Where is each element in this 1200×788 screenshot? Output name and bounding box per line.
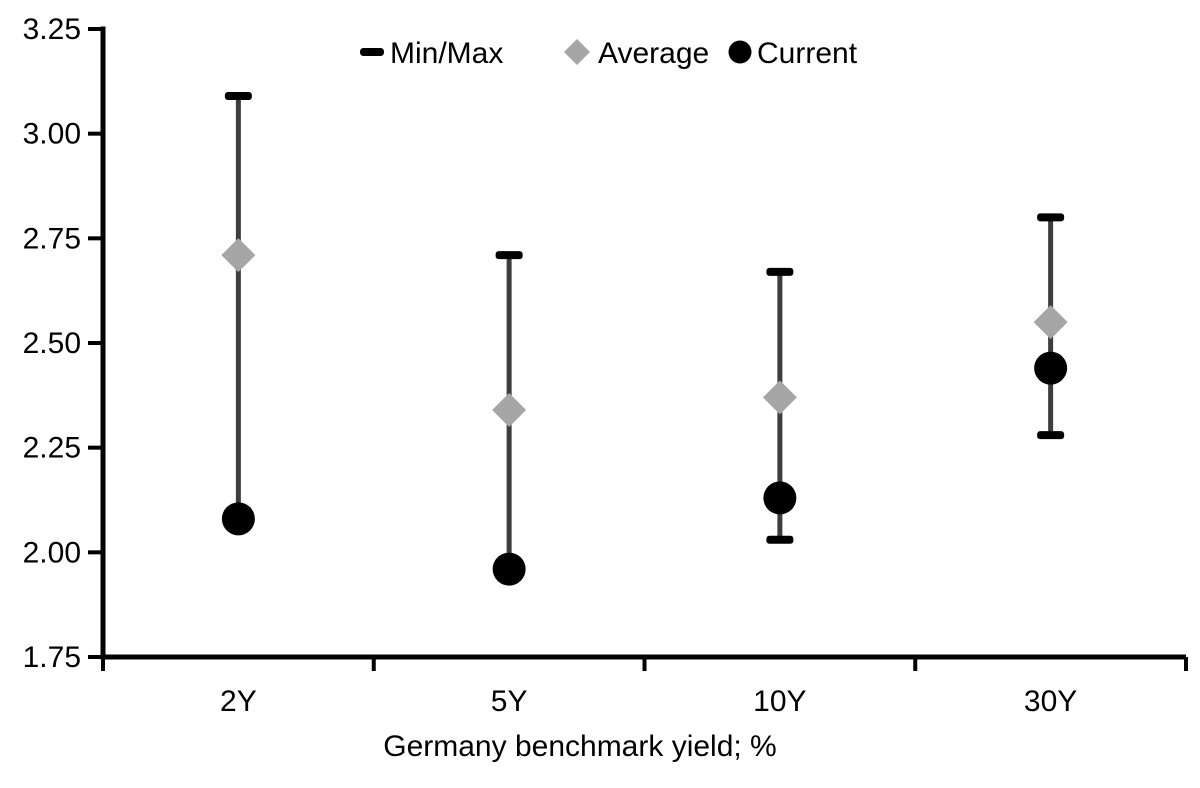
x-tick-label: 30Y [1024,685,1077,718]
min-cap [1037,431,1065,440]
legend-label: Current [757,37,858,70]
y-tick-label: 2.25 [23,432,81,465]
legend-dash-icon [360,48,384,56]
legend-circle-icon [728,40,752,64]
y-tick-label: 1.75 [23,641,81,674]
max-cap [1037,213,1065,222]
legend-label: Average [598,37,709,70]
current-circle-marker [492,552,526,586]
x-axis-title: Germany benchmark yield; % [383,730,777,763]
min-cap [766,535,794,544]
y-tick-label: 3.25 [23,13,81,46]
max-cap [766,267,794,276]
x-tick-label: 2Y [220,685,257,718]
y-tick-label: 2.75 [23,222,81,255]
current-circle-marker [763,481,797,515]
average-diamond-marker [1033,305,1068,340]
average-diamond-marker [762,380,797,415]
current-circle-marker [1034,351,1068,385]
y-tick-label: 2.50 [23,327,81,360]
y-tick-label: 3.00 [23,118,81,151]
max-cap [495,251,523,260]
legend-label: Min/Max [390,37,503,70]
x-tick-label: 5Y [491,685,528,718]
x-tick-label: 10Y [753,685,806,718]
y-tick-label: 2.00 [23,536,81,569]
average-diamond-marker [492,392,527,427]
average-diamond-marker [221,238,256,273]
max-cap [224,91,252,100]
legend-diamond-icon [564,39,590,65]
current-circle-marker [221,502,255,536]
